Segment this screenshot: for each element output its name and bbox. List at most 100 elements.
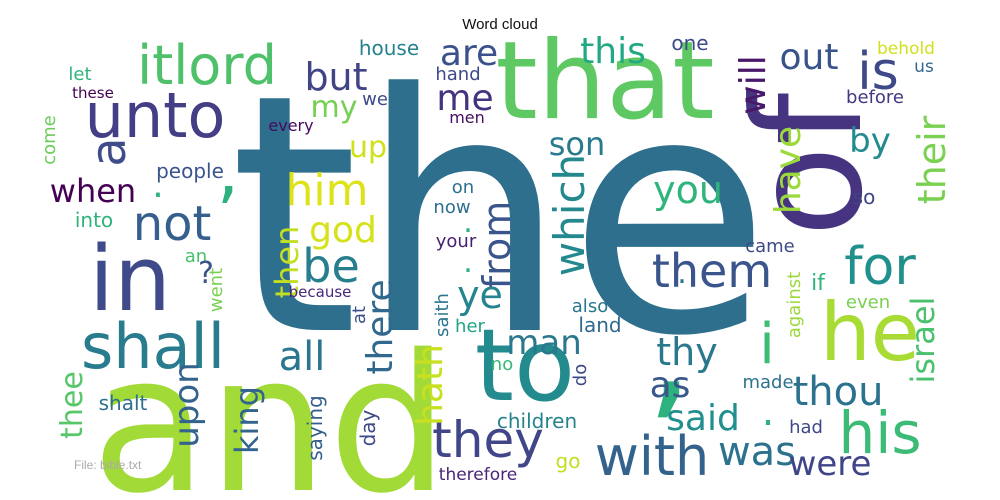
word-11: his	[838, 399, 921, 467]
word-4: in	[89, 227, 171, 332]
word-95: these	[72, 84, 114, 102]
word-34: you	[653, 168, 723, 212]
word-49: was	[718, 429, 796, 475]
word-31: by	[849, 121, 891, 161]
word-63: do	[570, 364, 591, 386]
word-52: upon	[167, 362, 207, 447]
word-64: no	[491, 354, 513, 375]
word-54: thee	[55, 371, 90, 439]
word-6: ,	[646, 262, 694, 436]
word-100: .	[762, 389, 775, 435]
word-37: god	[309, 210, 377, 251]
word-9: itlord	[137, 34, 277, 97]
word-35: which	[545, 154, 594, 276]
word-80: against	[784, 272, 805, 338]
word-13: with	[595, 425, 710, 488]
word-22: a	[81, 137, 137, 166]
word-5: to	[475, 307, 575, 424]
word-76: on	[452, 177, 474, 198]
word-10: shall	[81, 310, 225, 383]
word-51: king	[228, 386, 266, 454]
word-12: they	[432, 411, 544, 469]
word-70: because	[289, 283, 352, 301]
word-17: them	[652, 244, 772, 298]
word-41: then	[268, 226, 306, 299]
word-29: will	[733, 55, 774, 114]
word-92: us	[914, 57, 934, 77]
word-44: thy	[656, 330, 717, 374]
word-82: even	[846, 292, 890, 313]
word-98: .	[463, 245, 473, 280]
word-56: day	[356, 409, 380, 446]
chart-title: Word cloud	[462, 16, 538, 33]
word-67: also	[572, 296, 608, 317]
word-71: went	[206, 268, 227, 312]
word-23: are	[440, 33, 498, 74]
word-15: for	[844, 237, 916, 297]
word-65: her	[455, 316, 485, 337]
word-46: said	[666, 398, 740, 439]
word-83: so	[853, 185, 876, 209]
word-69: saith	[432, 293, 453, 337]
word-74: your	[436, 231, 477, 252]
word-73: ?	[198, 256, 214, 291]
word-47: thou	[793, 369, 884, 415]
word-16: i	[759, 312, 775, 377]
word-75: now	[433, 197, 470, 218]
word-84: come	[39, 115, 60, 165]
word-36: from	[475, 201, 519, 289]
word-14: is	[857, 42, 899, 102]
file-label: File: bible.txt	[74, 458, 142, 472]
word-79: came	[745, 236, 795, 257]
word-38: up	[349, 130, 387, 165]
word-87: men	[449, 108, 485, 127]
word-39: ye	[457, 273, 503, 317]
word-59: go	[556, 449, 581, 473]
word-42: there	[360, 279, 401, 374]
word-19: him	[286, 165, 369, 216]
word-53: hath	[410, 344, 451, 426]
word-3: of	[722, 90, 896, 238]
word-93: before	[846, 87, 904, 108]
word-68: at	[349, 306, 370, 324]
word-43: man	[506, 323, 582, 363]
word-72: an	[185, 246, 207, 267]
word-24: but	[304, 55, 367, 99]
word-30: their	[910, 115, 954, 204]
word-62: made	[742, 372, 793, 393]
word-2: that	[495, 19, 714, 144]
word-33: son	[549, 125, 606, 163]
word-58: shalt	[99, 391, 148, 415]
word-91: behold	[877, 39, 935, 59]
word-18: not	[133, 196, 212, 252]
word-85: every	[268, 116, 313, 135]
word-1: and	[91, 314, 448, 500]
word-20: be	[302, 239, 360, 293]
word-78: people	[156, 159, 224, 183]
word-55: children	[497, 409, 577, 433]
word-27: this	[580, 31, 646, 72]
word-81: if	[811, 271, 826, 296]
word-45: as	[650, 365, 691, 406]
word-61: had	[789, 417, 823, 438]
word-7: he	[820, 286, 920, 379]
word-40: when	[50, 172, 136, 210]
word-0: the	[229, 24, 771, 408]
word-97: .	[463, 205, 473, 240]
word-77: into	[75, 208, 113, 232]
word-50: were	[789, 444, 872, 484]
word-8: unto	[85, 79, 226, 152]
word-21: all	[279, 334, 326, 380]
word-96: .	[152, 165, 163, 206]
word-57: saying	[303, 395, 327, 460]
word-28: out	[780, 37, 839, 78]
word-86: we	[362, 89, 388, 110]
word-88: hand	[435, 64, 480, 85]
word-90: one	[671, 31, 708, 55]
word-99: .	[677, 256, 687, 291]
word-89: house	[359, 36, 419, 60]
word-66: land	[578, 313, 621, 337]
word-101: ,	[217, 130, 239, 212]
